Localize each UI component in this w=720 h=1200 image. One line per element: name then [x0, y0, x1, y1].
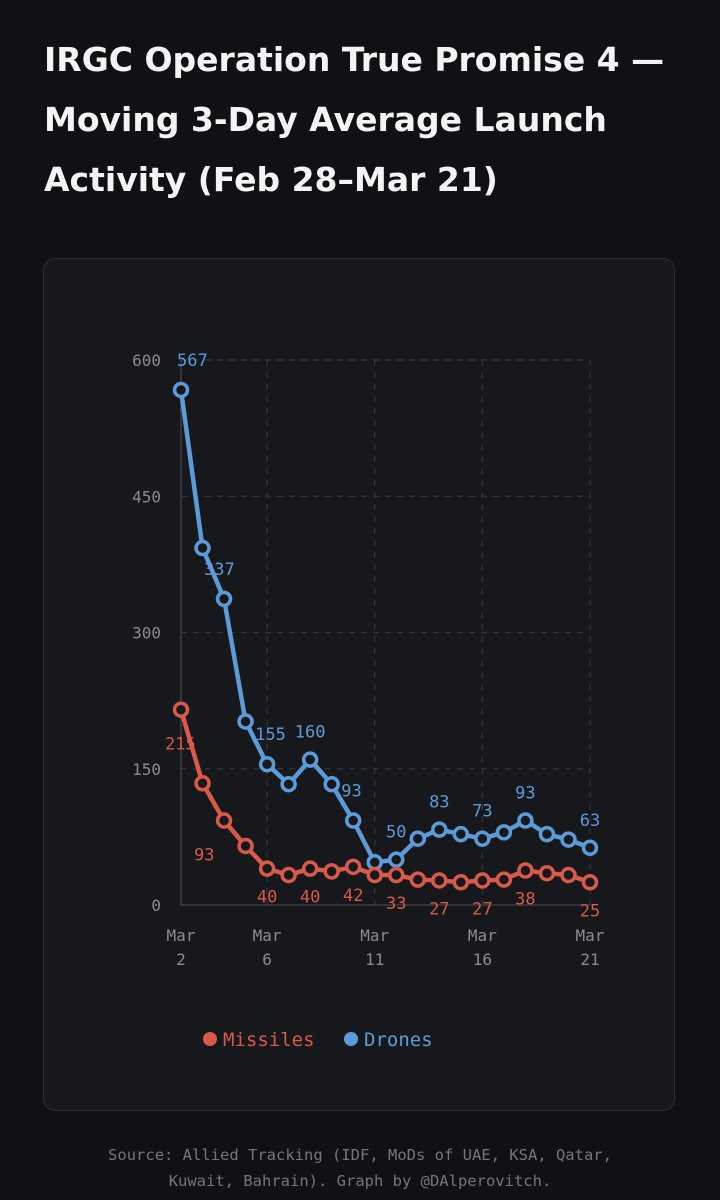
- drones-point: [560, 831, 577, 848]
- missiles-data-label: 33: [386, 894, 406, 914]
- missiles-point: [194, 775, 211, 792]
- legend: Missiles Drones: [203, 1029, 433, 1051]
- source-line-2: Kuwait, Bahrain). Graph by @DAlperovitch…: [168, 1172, 552, 1190]
- missiles-point: [560, 866, 577, 884]
- x-tick-label: 11: [365, 950, 384, 969]
- drones-legend-swatch: [344, 1032, 358, 1046]
- missiles-legend-label: Missiles: [223, 1029, 315, 1051]
- drones-point: [388, 851, 405, 868]
- drones-data-label: 50: [386, 823, 406, 843]
- line-chart: 0 150 300 450 600 Mar 2 Mar 6 Mar 11 Mar 16 Mar 21 567…: [132, 351, 605, 1051]
- missiles-data-label: 27: [472, 899, 492, 919]
- drones-point: [172, 381, 190, 399]
- x-tick-label: Mar: [360, 926, 389, 945]
- chart-card: 0 150 300 450 600 Mar 2 Mar 6 Mar 11 Mar 16 Mar 21 567…: [43, 258, 675, 1111]
- x-tick-label: 21: [580, 950, 599, 969]
- y-tick-label: 600: [132, 351, 161, 370]
- missiles-point: [301, 860, 319, 877]
- drones-point: [431, 821, 448, 838]
- drones-point: [474, 830, 491, 847]
- y-tick-label: 0: [151, 896, 161, 915]
- y-tick-label: 450: [132, 487, 161, 506]
- missiles-data-label: 42: [343, 886, 363, 906]
- drones-point: [344, 812, 362, 829]
- missiles-point: [280, 866, 297, 884]
- drones-point: [301, 751, 319, 768]
- missiles-data-label: 40: [300, 888, 320, 908]
- y-tick-label: 150: [132, 760, 161, 779]
- missiles-data-label: 27: [429, 899, 449, 919]
- missiles-point: [323, 863, 340, 880]
- missiles-point: [474, 872, 491, 889]
- drones-point: [517, 812, 534, 829]
- missiles-point: [538, 864, 556, 882]
- source-footer: Source: Allied Tracking (IDF, MoDs of UA…: [40, 1142, 680, 1194]
- x-tick-label: Mar: [167, 926, 196, 945]
- drones-data-label: 337: [204, 560, 235, 580]
- missiles-point: [581, 874, 599, 891]
- drones-point: [323, 775, 340, 793]
- missiles-point: [431, 872, 448, 889]
- drones-point: [452, 825, 470, 843]
- missiles-point: [215, 812, 233, 829]
- missiles-point: [258, 860, 276, 877]
- drones-point: [194, 539, 211, 557]
- missiles-point: [344, 858, 362, 876]
- grid: [180, 359, 591, 905]
- missiles-point: [237, 837, 254, 855]
- drones-point: [581, 839, 599, 857]
- missiles-point: [409, 871, 427, 888]
- missiles-data-label: 93: [194, 846, 214, 866]
- page-title: IRGC Operation True Promise 4 — Moving 3…: [44, 40, 665, 199]
- drones-legend-label: Drones: [364, 1029, 433, 1051]
- missiles-point: [517, 862, 534, 879]
- x-tick-label: 16: [473, 950, 492, 969]
- drones-data-label: 155: [255, 725, 286, 745]
- missiles-legend-swatch: [203, 1032, 217, 1046]
- drones-data-label: 93: [341, 782, 361, 802]
- drones-data-label: 73: [472, 802, 492, 822]
- drones-data-label: 160: [295, 723, 326, 743]
- missiles-point: [495, 871, 513, 888]
- x-tick-label: Mar: [468, 926, 497, 945]
- drones-point: [215, 590, 233, 608]
- data-labels: 567 337 155 160 93 50 83 73 93 63 215 93 40 40 42 33 27 2…: [165, 351, 600, 921]
- missiles-point: [452, 874, 470, 891]
- drones-point: [258, 755, 276, 773]
- y-tick-label: 300: [132, 624, 161, 643]
- source-line-1: Source: Allied Tracking (IDF, MoDs of UA…: [108, 1146, 612, 1164]
- missiles-point: [172, 701, 190, 718]
- missiles-point: [366, 866, 383, 884]
- drones-point: [409, 830, 427, 847]
- x-tick-label: 2: [176, 950, 186, 969]
- drones-data-label: 83: [429, 793, 449, 813]
- drones-point: [237, 713, 254, 730]
- x-tick-label: 6: [262, 950, 272, 969]
- series: [172, 381, 599, 891]
- axes: 0 150 300 450 600 Mar 2 Mar 6 Mar 11 Mar 16 Mar 21: [132, 351, 605, 969]
- missiles-data-label: 38: [515, 889, 535, 909]
- x-tick-label: Mar: [253, 926, 282, 945]
- drones-data-label: 567: [177, 351, 208, 371]
- missiles-point: [388, 866, 405, 884]
- drones-point: [538, 825, 556, 843]
- drones-point: [495, 824, 513, 841]
- x-tick-label: Mar: [576, 926, 605, 945]
- drones-point: [280, 775, 297, 793]
- drones-data-label: 93: [515, 784, 535, 804]
- drones-data-label: 63: [580, 811, 600, 831]
- missiles-data-label: 40: [257, 888, 277, 908]
- missiles-data-label: 215: [165, 735, 196, 755]
- missiles-data-label: 25: [580, 901, 600, 921]
